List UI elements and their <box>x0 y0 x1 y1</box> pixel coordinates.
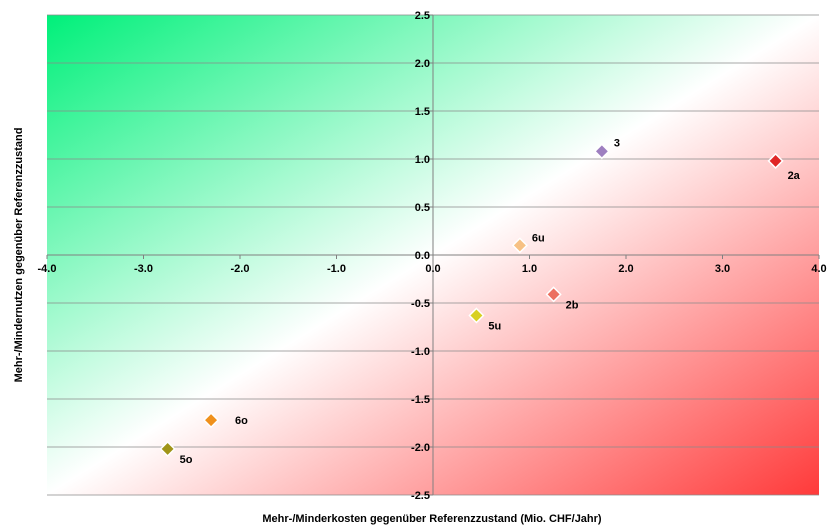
x-tick-label: -1.0 <box>327 263 346 275</box>
y-tick-label: 1.5 <box>415 106 430 118</box>
data-point-6u <box>511 237 528 254</box>
x-tick-label: 3.0 <box>715 263 730 275</box>
data-label-2b: 2b <box>566 299 579 311</box>
y-tick-label: 2.0 <box>415 58 430 70</box>
data-point-5o <box>159 440 176 457</box>
y-tick-label: -2.5 <box>411 490 430 502</box>
x-tick-labels: -4.0 -3.0 -2.0 -1.0 0.0 1.0 2.0 3.0 4.0 <box>38 263 827 275</box>
data-point-2b <box>545 286 562 303</box>
y-tick-label: -1.0 <box>411 346 430 358</box>
data-point-3 <box>593 143 610 160</box>
y-tick-label: 0.0 <box>415 250 430 262</box>
data-label-2a: 2a <box>788 170 801 182</box>
y-tick-labels: -2.5 -2.0 -1.5 -1.0 -0.5 0.0 0.5 1.0 1.5 2.0 2.5 <box>411 10 430 502</box>
data-points: 2a 3 6u 2b 5u 6o 5o <box>159 137 801 466</box>
data-label-5o: 5o <box>180 454 193 466</box>
y-axis-title: Mehr-/Mindernutzen gegenüber Referenzzus… <box>13 128 25 383</box>
data-point-6o <box>202 412 220 429</box>
x-tick-label: -3.0 <box>134 263 153 275</box>
y-tick-label: -2.0 <box>411 442 430 454</box>
y-tick-label: 1.0 <box>415 154 430 166</box>
data-label-3: 3 <box>614 137 620 149</box>
x-tick-label: 0.0 <box>425 263 440 275</box>
data-label-5u: 5u <box>488 320 501 332</box>
y-tick-label: -1.5 <box>411 394 430 406</box>
y-tick-label: 0.5 <box>415 202 430 214</box>
x-tick-label: 1.0 <box>522 263 537 275</box>
data-label-6u: 6u <box>532 232 545 244</box>
data-point-5u <box>468 307 485 324</box>
x-axis-title: Mehr-/Minderkosten gegenüber Referenzzus… <box>262 513 602 525</box>
y-tick-label: -0.5 <box>411 298 430 310</box>
axes <box>46 14 820 496</box>
x-tick-label: 4.0 <box>811 263 826 275</box>
y-tick-label: 2.5 <box>415 10 430 22</box>
x-tick-label: -2.0 <box>231 263 250 275</box>
x-tick-label: 2.0 <box>618 263 633 275</box>
x-tick-label: -4.0 <box>38 263 57 275</box>
data-label-6o: 6o <box>235 415 248 427</box>
data-point-2a <box>767 152 784 169</box>
